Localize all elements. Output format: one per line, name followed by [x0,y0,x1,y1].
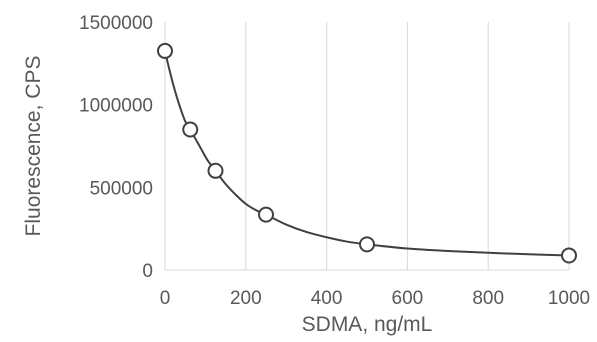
x-tick-label: 0 [160,288,171,309]
axes [164,22,569,271]
data-point [561,247,577,264]
x-tick-label: 400 [311,288,343,309]
y-tick-label: 500000 [90,178,153,199]
y-tick-labels: 0 500000 1000000 1500000 [79,13,153,282]
fit-curve-layer [164,50,570,257]
x-tick-label: 1000 [548,288,590,309]
grid-lines [245,22,570,270]
y-tick-label: 1000000 [79,96,153,117]
data-point [182,121,199,138]
fit-curve [164,50,570,257]
y-tick-label: 1500000 [79,13,153,34]
x-tick-label: 800 [472,288,504,309]
y-axis-title: Fluorescence, CPS [22,56,45,237]
x-tick-labels: 0 200 400 600 800 1000 [160,288,590,309]
data-point [157,42,173,59]
data-point [258,206,274,223]
data-points-layer [157,42,577,264]
y-tick-label: 0 [142,261,153,282]
x-tick-label: 200 [230,288,262,309]
data-point [359,236,375,253]
x-tick-label: 600 [392,288,424,309]
data-point [207,162,224,179]
x-axis-title: SDMA, ng/mL [302,313,433,336]
